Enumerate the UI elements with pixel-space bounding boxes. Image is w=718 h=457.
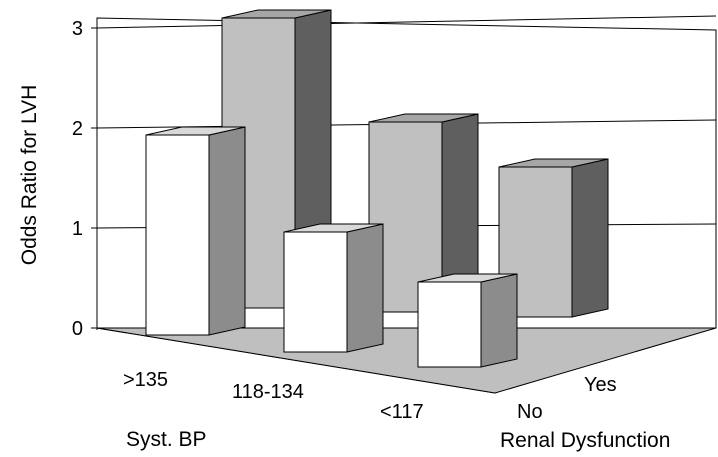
x-axis-title: Syst. BP [126, 428, 207, 451]
bars [145, 9, 609, 368]
y-tick-label: 3 [72, 18, 83, 40]
bar-front-face [417, 281, 482, 368]
gridline [96, 15, 717, 29]
bar-side-face [346, 223, 384, 353]
z-axis-title: Renal Dysfunction [500, 429, 670, 452]
category-label-1: 118-134 [232, 381, 304, 403]
y-tick-label: 1 [72, 218, 83, 240]
bar-front-face [283, 231, 348, 353]
bar-side-face [480, 273, 518, 368]
y-tick-label: 2 [72, 118, 83, 140]
series-label-no: No [517, 401, 543, 423]
y-axis-title: Odds Ratio for LVH [18, 85, 41, 266]
category-label-0: >135 [123, 369, 168, 391]
bar-front-face [145, 134, 210, 336]
bar-no-1 [283, 223, 384, 353]
category-label-2: <117 [380, 401, 424, 423]
series-label-yes: Yes [584, 374, 617, 396]
bar-side-face [208, 126, 246, 336]
bar-no-0 [145, 126, 246, 336]
chart-floor-back [96, 327, 717, 394]
y-ticks: 0 1 2 3 [72, 18, 97, 340]
bar-yes-1 [368, 113, 479, 313]
bar-no-2 [417, 273, 518, 368]
bar-side-face [571, 158, 609, 318]
y-tick-label: 0 [72, 318, 83, 340]
